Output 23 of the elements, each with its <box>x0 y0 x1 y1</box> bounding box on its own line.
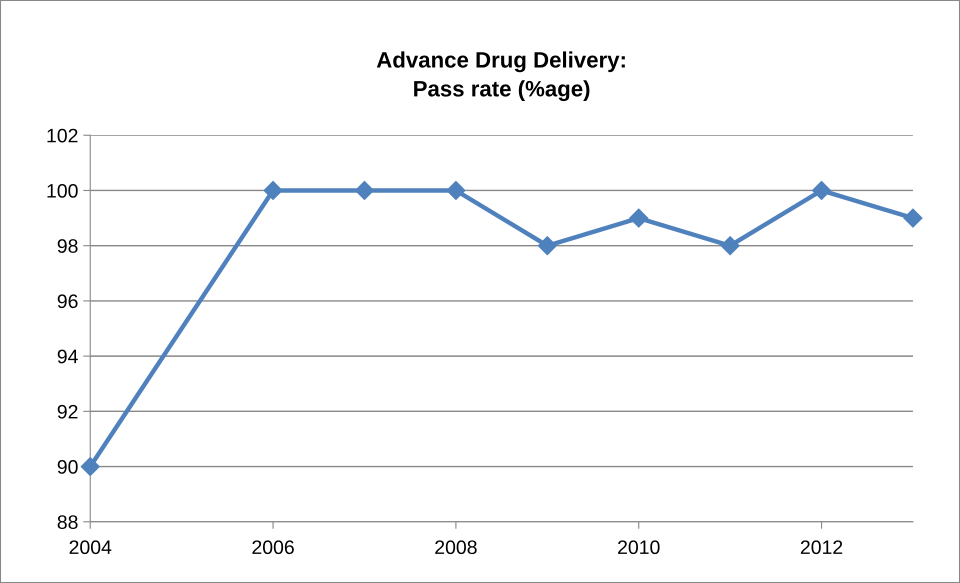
y-tick-label: 92 <box>58 404 78 419</box>
point <box>812 180 832 200</box>
x-tick-label: 2010 <box>618 540 660 554</box>
point <box>629 208 648 228</box>
y-tick-label: 100 <box>47 184 78 198</box>
y-tick-label: 90 <box>58 460 78 474</box>
point <box>720 236 740 256</box>
y-tick-label: 96 <box>58 294 78 308</box>
point <box>446 180 466 200</box>
x-tick-label: 2012 <box>800 540 842 554</box>
y-tick-label: 88 <box>58 515 78 530</box>
y-tick-label: 102 <box>47 128 78 142</box>
chart-title: Advance Drug Delivery: Pass rate (%age) <box>376 51 625 102</box>
point <box>354 180 374 200</box>
x-tick-label: 2004 <box>70 540 112 554</box>
point <box>80 457 100 476</box>
y-tick-label: 98 <box>58 239 78 253</box>
point <box>264 180 283 200</box>
point <box>538 236 557 256</box>
x-tick-label: 2006 <box>252 540 294 554</box>
point <box>903 208 922 228</box>
x-tick-label: 2008 <box>435 540 477 554</box>
y-tick-label: 94 <box>58 350 78 364</box>
